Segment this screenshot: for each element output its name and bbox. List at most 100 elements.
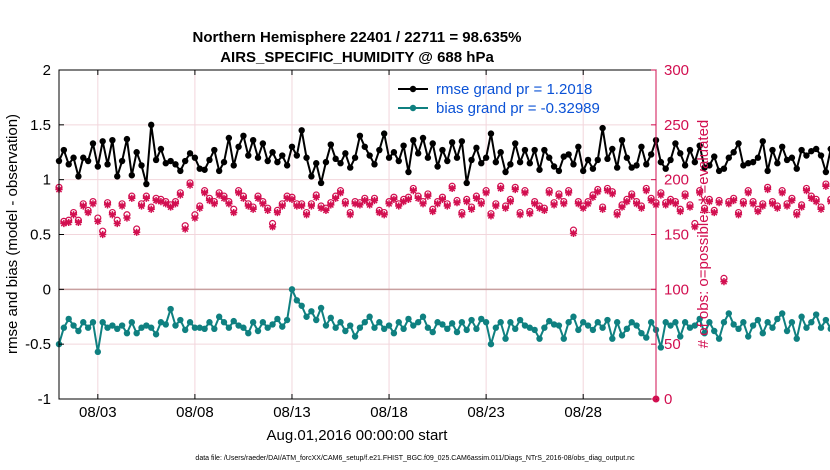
rmse-point [220,158,228,166]
bias-point [206,319,213,326]
obs-evaluated-point [802,187,811,195]
y-axis-left: -1 -0.5 0 0.5 1 1.5 2 [25,62,64,408]
bias-point [293,297,301,304]
rmse-point [788,154,796,161]
bias-point [468,316,475,324]
bias-point [177,316,184,324]
bias-point [104,324,111,331]
rmse-point [662,165,669,172]
rmse-point [293,152,301,159]
obs-evaluated-point [744,189,752,197]
rmse-point [667,156,674,164]
obs-evaluated-point [273,208,282,217]
bias-point [720,319,728,326]
bias-point [245,330,252,337]
rmse-point [434,163,441,170]
rmse-point [133,149,140,156]
bias-point [691,322,699,329]
obs-evaluated-point [424,192,432,200]
rmse-point [177,167,184,175]
chart-title-line1: Northern Hemisphere 22401 / 22711 = 98.6… [193,29,522,46]
rmse-point [745,160,752,167]
bias-point [259,319,267,326]
rmse-point [492,158,500,166]
y-left-tick-label: 0.5 [30,227,51,244]
rmse-point [351,154,359,161]
rmse-point [686,146,694,154]
rmse-point [264,157,271,165]
rmse-point [555,167,563,175]
rmse-point [347,164,354,171]
obs-evaluated-point [521,189,529,197]
legend-bias-label: bias grand pr = -0.32989 [436,100,600,117]
rmse-point [172,161,179,168]
rmse-point [817,152,825,159]
rmse-point [769,146,776,154]
bias-point [715,335,723,342]
bias-point [60,324,68,331]
obs-evaluated-point [487,212,495,220]
obs-evaluated-point [302,211,311,219]
rmse-point [696,142,703,149]
rmse-point [647,151,655,158]
obs-evaluated-point [516,211,524,219]
obs-evaluated-point [239,194,248,202]
rmse-point [516,158,524,166]
rmse-point [463,179,470,187]
bias-point [740,319,747,326]
bias-point [143,322,150,329]
obs-evaluated-point [589,193,597,201]
bias-point [521,322,529,329]
rmse-point [764,167,771,175]
obs-evaluated-point [103,201,112,209]
bias-point [701,330,708,337]
rmse-point [735,140,742,147]
obs-evaluated-point [569,229,578,238]
rmse-point [448,139,456,146]
bias-point [133,330,140,337]
bias-point [235,322,242,329]
rmse-point [206,156,213,164]
bias-point [647,319,655,326]
rmse-point [536,166,543,173]
obs-evaluated-point [395,202,403,210]
obs-evaluated-point [822,182,830,190]
rmse-point [410,136,417,144]
bias-point [754,316,762,324]
bias-point [123,330,131,337]
obs-evaluated-point [234,189,243,197]
x-tick-label: 08/08 [176,404,214,421]
bias-point [400,325,407,333]
rmse-point [128,172,136,179]
rmse-point [308,173,315,180]
rmse-point [390,149,398,156]
rmse-point [628,164,635,171]
rmse-point [366,152,373,159]
obs-evaluated-point [162,200,170,208]
rmse-point [235,143,242,150]
obs-evaluated-point [501,204,510,212]
bias-point [778,310,786,317]
obs-evaluated-point [215,191,223,199]
bias-point [541,324,548,331]
rmse-point [677,150,684,157]
obs-evaluated-point [637,204,646,212]
rmse-point [138,162,145,169]
x-tick-label: 08/23 [467,404,505,421]
obs-evaluated-point [74,218,83,227]
obs-evaluated-point [254,194,262,202]
obs-evaluated-point [196,204,204,212]
rmse-point [487,130,495,137]
y-right-tick-label: 200 [664,172,689,189]
obs-evaluated-point [632,200,641,208]
rmse-point [541,146,548,154]
rmse-point [560,153,567,160]
obs-evaluated-point [433,200,442,208]
obs-evaluated-point [79,202,87,210]
obs-evaluated-point [370,196,379,205]
obs-evaluated-point [89,200,97,208]
bias-point [497,319,504,326]
obs-evaluated-point [788,196,796,205]
obs-evaluated-point [400,198,408,206]
obs-evaluated-point [346,211,354,219]
